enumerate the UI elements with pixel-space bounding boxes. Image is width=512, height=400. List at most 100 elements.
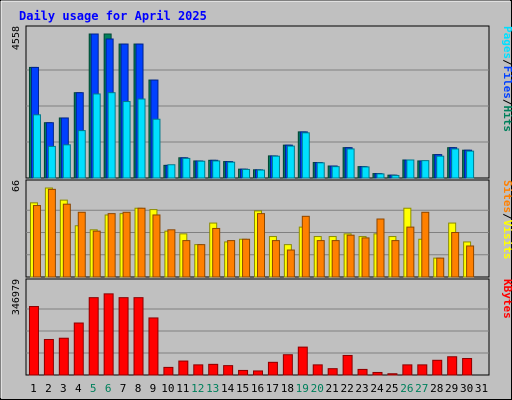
bar-sites-day-16 [257, 213, 265, 278]
bar-pages-day-5 [92, 93, 101, 179]
bar-kbytes-day-3 [58, 337, 69, 376]
plot-area [25, 25, 490, 179]
day-label-19: 19 [296, 382, 309, 395]
bar-sites-day-4 [77, 211, 86, 278]
bar-pages-day-26 [406, 159, 415, 179]
bar-kbytes-day-6 [103, 293, 114, 376]
legend-separator: / [501, 59, 512, 66]
bar-pages-day-14 [227, 161, 236, 179]
bar-sites-day-27 [421, 211, 430, 278]
bar-pages-day-19 [301, 132, 310, 179]
legend-hits-files-pages: Pages/Files/Hits [501, 26, 512, 132]
y-max-label: 4558 [11, 26, 22, 50]
legend-hits: Hits [501, 106, 512, 133]
day-label-2: 2 [45, 382, 52, 395]
bar-kbytes-day-25 [387, 373, 398, 376]
day-label-28: 28 [430, 382, 443, 395]
bar-kbytes-day-26 [402, 364, 413, 376]
bar-pages-day-21 [331, 166, 340, 179]
bar-sites-day-2 [47, 188, 56, 278]
day-label-5: 5 [90, 382, 97, 395]
bar-sites-day-9 [152, 214, 161, 278]
bar-sites-day-19 [301, 215, 310, 278]
plot-area [25, 278, 490, 376]
bar-sites-day-11 [182, 240, 191, 278]
bar-sites-day-8 [137, 207, 146, 278]
bar-pages-day-1 [32, 114, 41, 179]
legend-kbytes: KBytes [501, 279, 512, 319]
bar-pages-day-4 [77, 130, 86, 179]
bar-kbytes-day-12 [193, 364, 204, 376]
bar-sites-day-13 [212, 227, 221, 278]
y-max-label: 346979 [11, 279, 22, 315]
bar-sites-day-26 [406, 226, 415, 278]
bar-pages-day-8 [137, 98, 146, 179]
bar-kbytes-day-13 [208, 363, 219, 376]
bar-kbytes-day-29 [447, 356, 458, 376]
y-max-label: 66 [11, 180, 22, 192]
bar-sites-day-14 [227, 240, 236, 278]
bar-kbytes-day-17 [267, 361, 278, 376]
bar-kbytes-day-11 [178, 360, 189, 376]
bar-pages-day-18 [286, 145, 295, 179]
bar-kbytes-day-27 [417, 364, 428, 376]
bar-kbytes-day-28 [432, 359, 443, 376]
bar-sites-day-22 [346, 234, 355, 278]
bar-pages-day-16 [257, 169, 265, 179]
bar-pages-day-22 [346, 148, 355, 179]
bar-sites-day-15 [242, 238, 251, 278]
bar-sites-day-18 [286, 249, 295, 278]
bar-sites-day-21 [331, 240, 340, 278]
day-label-15: 15 [236, 382, 249, 395]
day-label-30: 30 [460, 382, 473, 395]
bar-kbytes-day-9 [148, 317, 159, 376]
bar-sites-day-12 [197, 244, 206, 278]
day-label-16: 16 [251, 382, 264, 395]
bar-pages-day-3 [62, 144, 71, 179]
legend-kbytes: KBytes [501, 279, 512, 319]
bar-pages-day-25 [391, 174, 400, 179]
bar-sites-day-29 [451, 232, 460, 278]
bar-pages-day-11 [182, 157, 191, 179]
bar-kbytes-day-8 [133, 297, 144, 376]
bar-kbytes-day-21 [327, 368, 338, 376]
bar-sites-day-1 [32, 205, 41, 278]
bar-sites-day-24 [376, 218, 385, 278]
day-label-1: 1 [30, 382, 37, 395]
bar-sites-day-3 [62, 203, 71, 278]
day-label-20: 20 [311, 382, 324, 395]
bar-kbytes-day-1 [28, 306, 39, 376]
bar-pages-day-30 [466, 150, 475, 179]
chart-panels: 4558Pages/Files/Hits66Sites/Visits346979… [11, 25, 512, 376]
day-label-11: 11 [176, 382, 189, 395]
bar-pages-day-7 [122, 101, 131, 179]
bar-kbytes-day-23 [357, 368, 368, 376]
day-label-9: 9 [150, 382, 157, 395]
day-label-24: 24 [370, 382, 384, 395]
bar-pages-day-9 [152, 118, 161, 179]
bar-pages-day-24 [376, 173, 385, 179]
chart-title: Daily usage for April 2025 [19, 9, 207, 23]
bar-kbytes-day-15 [238, 369, 249, 376]
day-label-6: 6 [105, 382, 112, 395]
bar-pages-day-27 [421, 160, 430, 179]
day-label-7: 7 [120, 382, 127, 395]
bar-sites-day-10 [167, 229, 176, 278]
day-label-17: 17 [266, 382, 279, 395]
day-axis-labels: 1 2 3 4 5 6 7 8 9 10 11 12 13 14 15 16 17 18 19 20 21 22 23 24 2… [30, 382, 488, 395]
bar-sites-day-6 [107, 213, 116, 278]
legend-files: Files [501, 66, 512, 99]
bar-pages-day-12 [197, 160, 206, 179]
bar-pages-day-15 [242, 168, 251, 179]
legend-sites: Sites [501, 180, 512, 213]
day-label-8: 8 [135, 382, 142, 395]
day-label-12: 12 [191, 382, 204, 395]
bar-kbytes-day-14 [223, 365, 234, 376]
bar-sites-day-30 [466, 245, 475, 278]
bar-kbytes-day-10 [163, 366, 174, 376]
day-label-26: 26 [400, 382, 413, 395]
day-label-10: 10 [161, 382, 174, 395]
day-label-13: 13 [206, 382, 219, 395]
day-label-29: 29 [445, 382, 458, 395]
